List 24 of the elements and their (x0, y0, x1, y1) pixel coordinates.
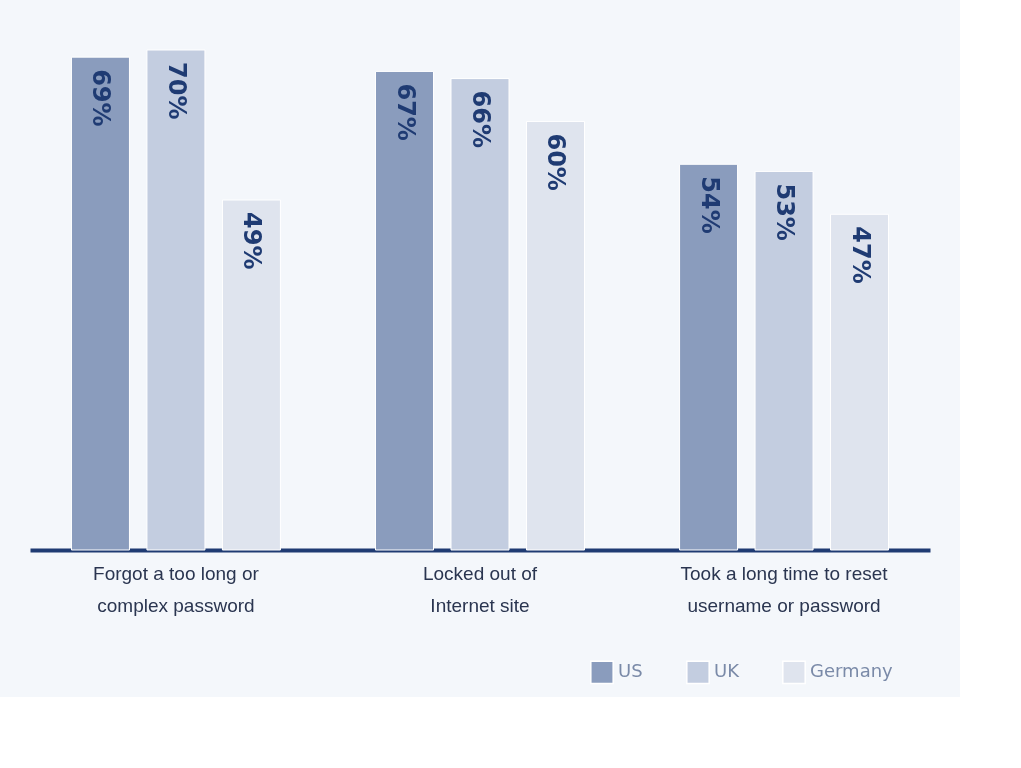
data-label: 49% (238, 212, 267, 270)
bar (146, 49, 206, 551)
data-label: 66% (467, 90, 495, 149)
legend-label: US (618, 660, 643, 682)
data-label: 69% (87, 69, 116, 127)
bar (70, 56, 130, 551)
data-label: 47% (846, 226, 875, 284)
bar (679, 163, 739, 551)
legend-label: UK (714, 660, 741, 682)
x-tick-label: Took a long time to reset username or password (680, 562, 889, 616)
data-label: 67% (391, 83, 420, 141)
data-label: 54% (695, 176, 724, 234)
bar (525, 120, 585, 551)
bar (450, 78, 510, 551)
x-tick-label: Locked out of Internet site (422, 562, 538, 616)
data-label: 53% (771, 183, 800, 241)
bar (754, 170, 814, 551)
bar (221, 199, 281, 551)
data-label: 60% (542, 133, 571, 191)
legend-label: Germany (810, 660, 894, 682)
x-tick-label: Forgot a too long or complex password (93, 562, 260, 616)
bar (830, 213, 890, 551)
bar (375, 70, 435, 551)
data-label: 70% (162, 62, 191, 120)
